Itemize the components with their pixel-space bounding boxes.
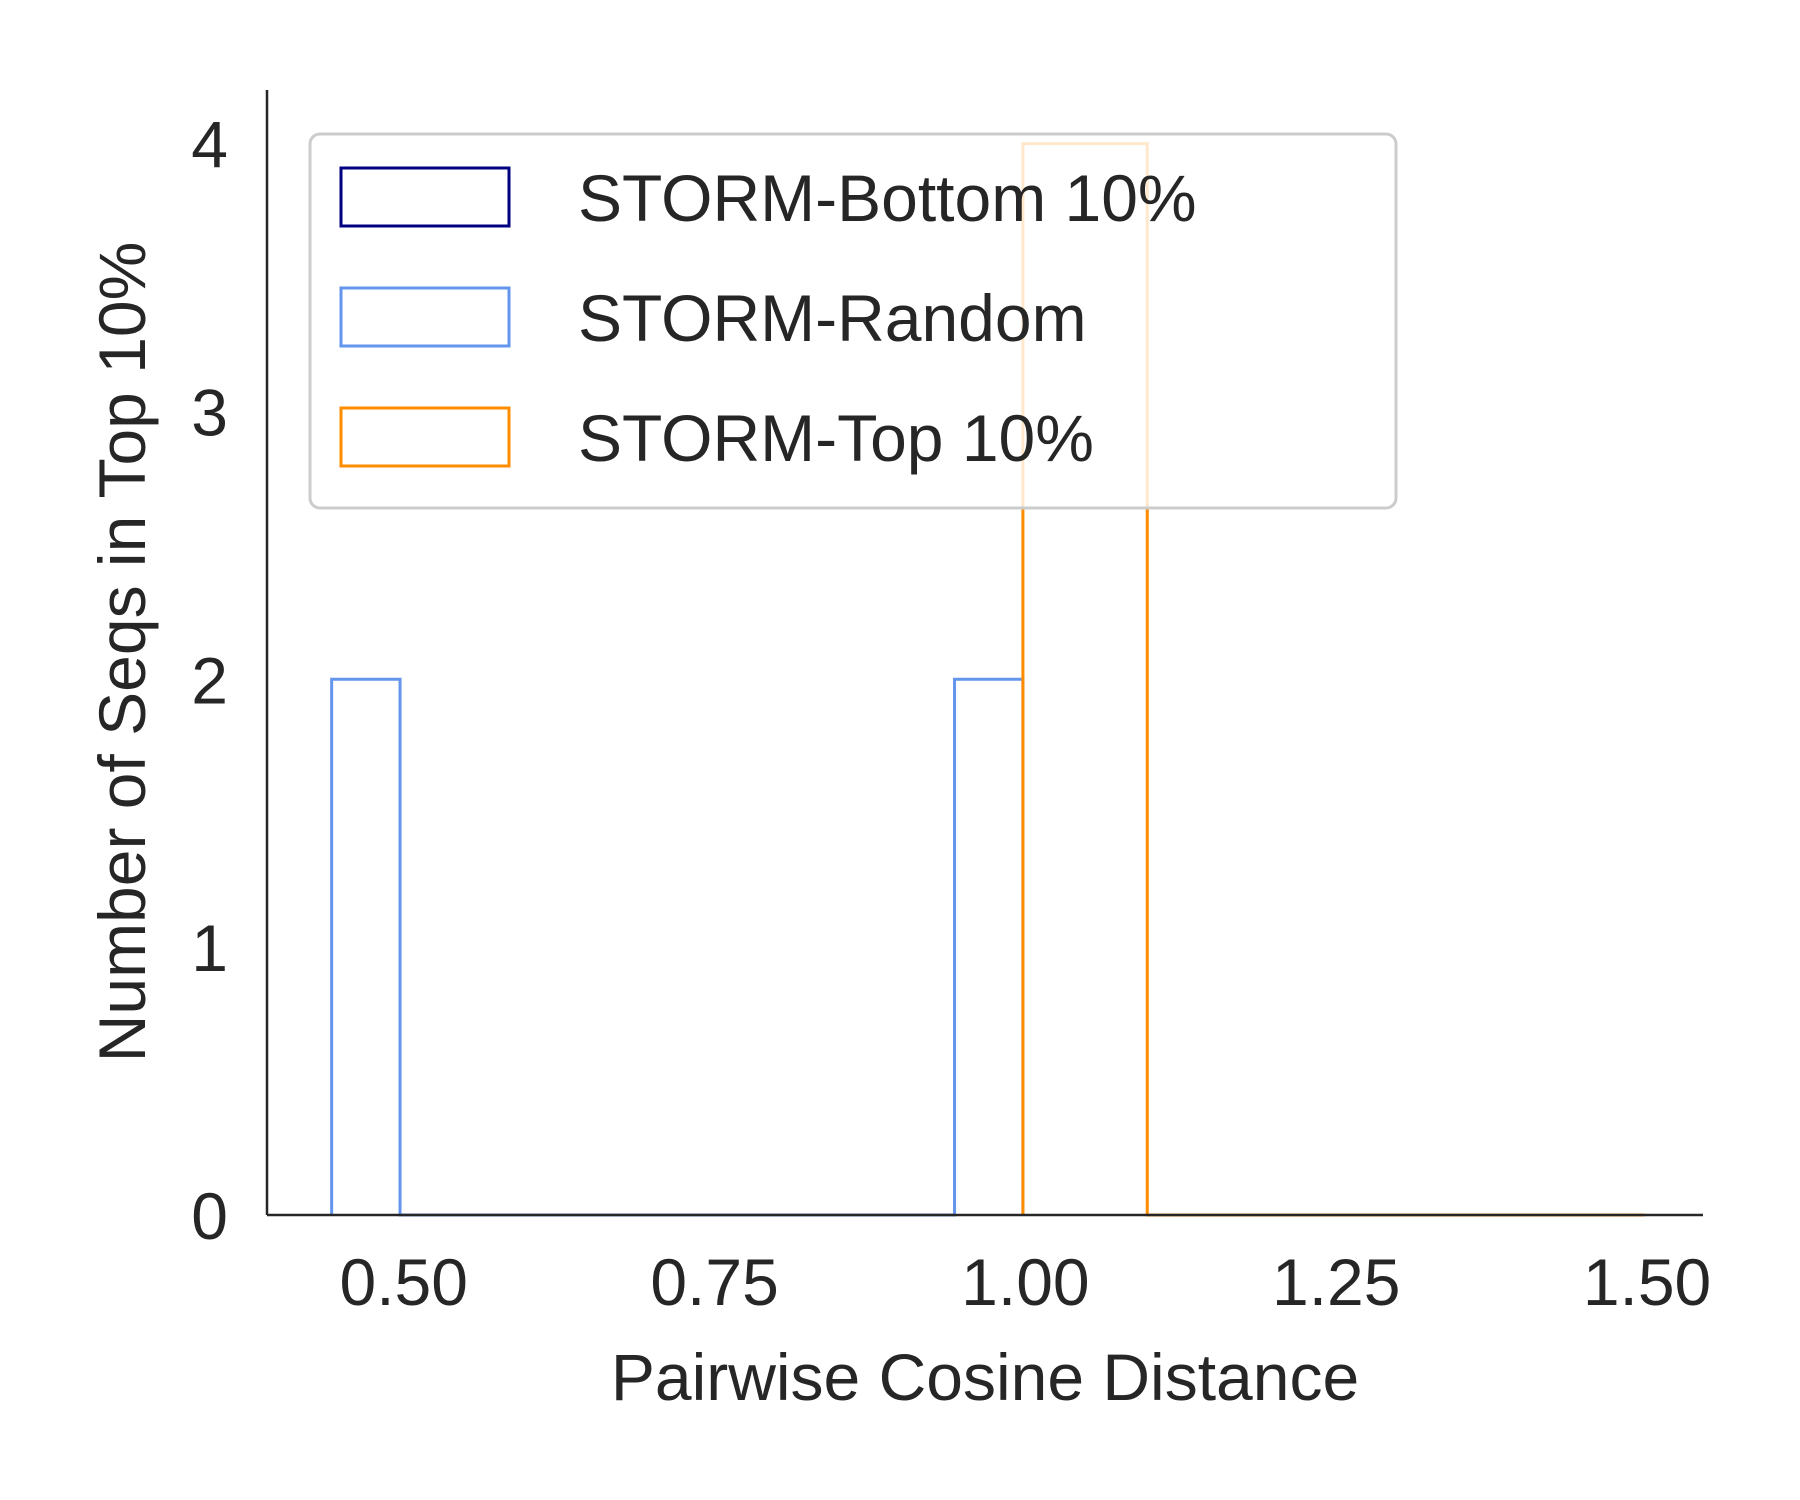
x-tick-label: 0.75 <box>650 1245 778 1319</box>
y-tick-label: 2 <box>191 643 228 717</box>
legend-swatch <box>339 166 511 228</box>
x-tick-label: 1.00 <box>961 1245 1089 1319</box>
legend-label: STORM-Bottom 10% <box>578 161 1197 235</box>
x-tick-label: 0.50 <box>340 1245 468 1319</box>
legend: STORM-Bottom 10% STORM-Random STORM-Top 10… <box>308 132 1398 510</box>
y-tick-label: 0 <box>191 1179 228 1253</box>
y-tick-label: 4 <box>191 108 228 182</box>
x-tick-labels: 0.50 0.75 1.00 1.25 1.50 <box>340 1245 1712 1319</box>
y-axis-label: Number of Seqs in Top 10% <box>85 242 159 1063</box>
legend-label: STORM-Top 10% <box>578 401 1094 475</box>
y-tick-label: 3 <box>191 375 228 449</box>
x-axis-label: Pairwise Cosine Distance <box>611 1340 1359 1414</box>
y-tick-label: 1 <box>191 911 228 985</box>
x-tick-label: 1.25 <box>1272 1245 1400 1319</box>
histogram-series-2 <box>330 677 1025 1217</box>
legend-swatch <box>339 406 511 468</box>
legend-swatch <box>339 286 511 348</box>
x-tick-label: 1.50 <box>1583 1245 1711 1319</box>
legend-label: STORM-Random <box>578 281 1087 355</box>
y-tick-labels: 0 1 2 3 4 <box>191 108 228 1253</box>
legend-frame <box>308 132 1398 510</box>
